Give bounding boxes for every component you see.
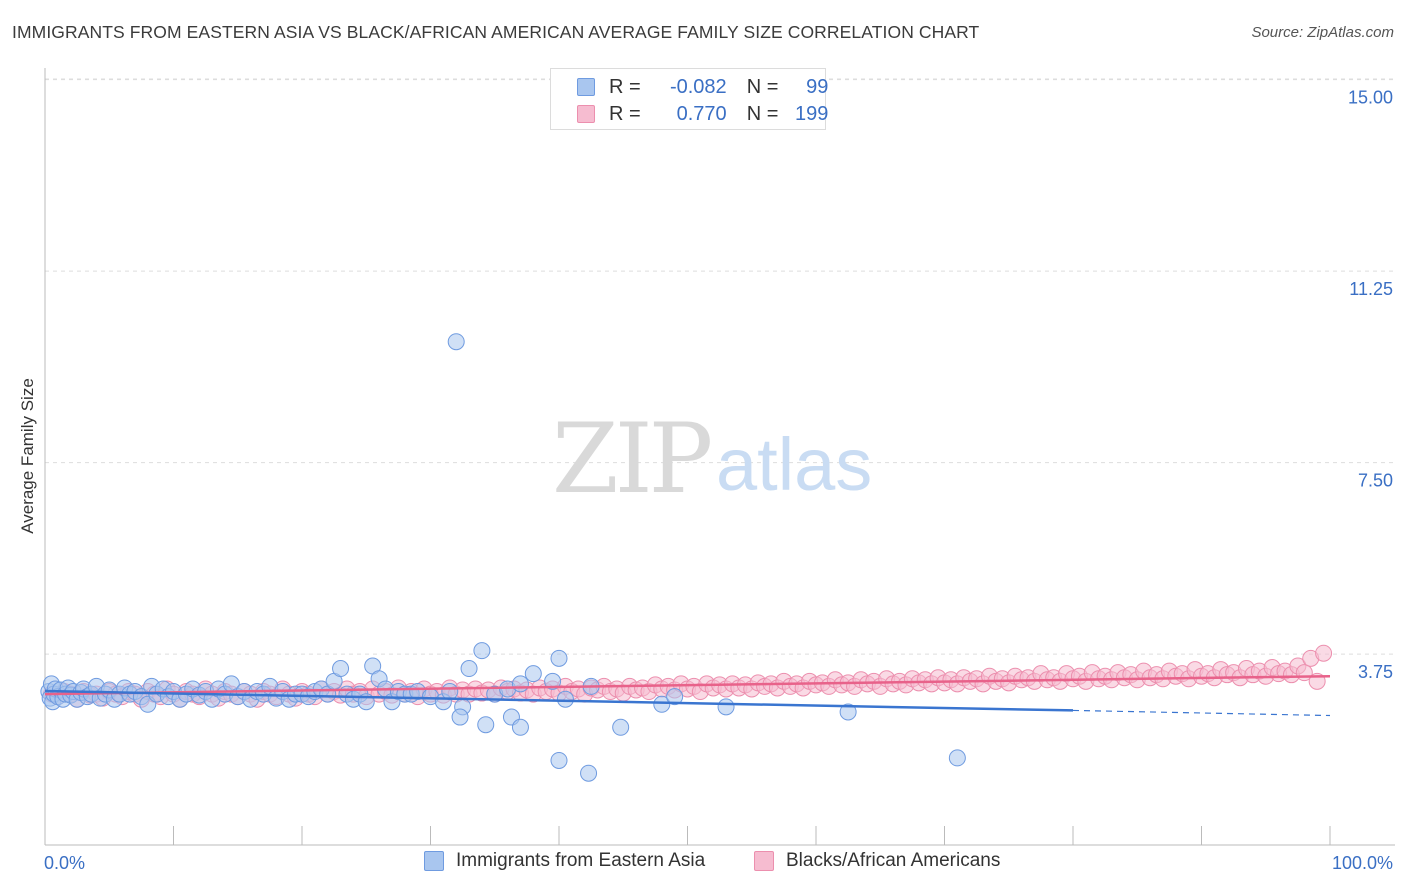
point-immigrants (441, 683, 459, 701)
trendline-immigrants (44, 689, 1074, 712)
n-label: N = (746, 75, 779, 98)
chart-title: IMMIGRANTS FROM EASTERN ASIA VS BLACK/AF… (12, 22, 980, 42)
source-label: Source: ZipAtlas.com (1251, 24, 1394, 41)
watermark-zip: ZIP (552, 403, 711, 515)
y-axis-title: Average Family Size (18, 378, 37, 534)
point-immigrants (580, 764, 598, 782)
point-immigrants (544, 672, 562, 690)
n-value: 199 (795, 102, 829, 125)
legend-label: Immigrants from Eastern Asia (456, 850, 706, 871)
y-tick-label: 3.75 (1358, 662, 1393, 682)
point-immigrants (612, 718, 630, 736)
point-immigrants (473, 642, 491, 660)
bottom-legend-immigrants: Immigrants from Eastern Asia (424, 850, 705, 872)
x-tick-label: 0.0% (44, 853, 85, 873)
blue-swatch (424, 851, 444, 871)
point-immigrants (477, 716, 495, 734)
pink-swatch (577, 105, 595, 123)
point-immigrants (524, 665, 542, 683)
blue-swatch (577, 78, 595, 96)
point-blacks (1315, 644, 1333, 662)
trendline-immigrants-extrapolated (1072, 709, 1331, 717)
point-immigrants (556, 690, 574, 708)
legend-label: Blacks/African Americans (786, 850, 1001, 871)
point-immigrants (332, 660, 350, 678)
point-immigrants (839, 703, 857, 721)
r-value: 0.770 (676, 102, 727, 125)
y-tick-label: 7.50 (1358, 471, 1393, 491)
watermark-atlas: atlas (716, 423, 872, 506)
legend-row-blacks: R = 0.770 N = 199 (577, 102, 828, 126)
r-label: R = (609, 102, 641, 125)
point-immigrants (511, 675, 529, 693)
point-immigrants (447, 333, 465, 351)
n-label: N = (746, 102, 779, 125)
point-immigrants (666, 688, 684, 706)
r-label: R = (609, 75, 641, 98)
r-value: -0.082 (669, 75, 727, 98)
point-immigrants (451, 708, 469, 726)
y-tick-label: 15.00 (1348, 88, 1393, 108)
point-immigrants (653, 695, 671, 713)
point-immigrants (511, 718, 529, 736)
bottom-legend-blacks: Blacks/African Americans (754, 850, 1000, 872)
point-immigrants (948, 749, 966, 767)
correlation-legend: R = -0.082 N = 99 R = 0.770 N = 199 (550, 68, 828, 130)
trendline-blacks (44, 674, 1331, 696)
point-immigrants (460, 660, 478, 678)
legend-row-immigrants: R = -0.082 N = 99 (577, 75, 828, 99)
x-tick-label: 100.0% (1332, 853, 1393, 873)
n-value: 99 (806, 75, 829, 98)
pink-swatch (754, 851, 774, 871)
y-tick-label: 11.25 (1349, 279, 1393, 299)
point-immigrants (550, 751, 568, 769)
point-immigrants (550, 649, 568, 667)
point-immigrants (717, 698, 735, 716)
